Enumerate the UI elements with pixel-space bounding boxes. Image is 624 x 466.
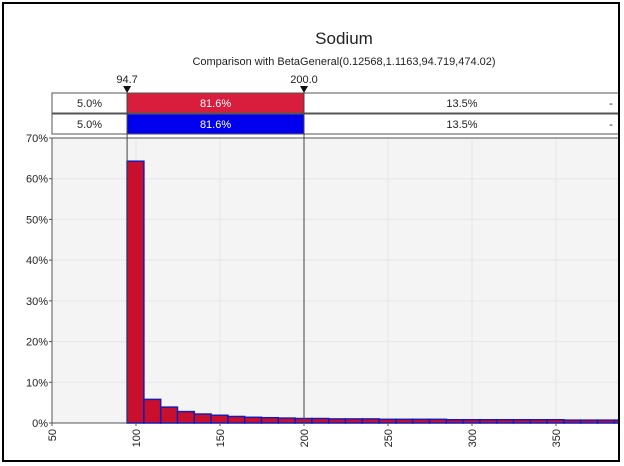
y-tick-label: 70% <box>26 133 48 145</box>
probability-bands: 5.0% 81.6% 13.5% - 5.0% 81.6% 13.5% - <box>51 92 618 135</box>
delimiter-label: 94.7 <box>116 74 137 86</box>
histogram-bar <box>260 416 280 424</box>
x-tick-label: 50 <box>47 429 59 441</box>
delimiter-arrow <box>123 86 132 93</box>
y-tick-label: 50% <box>26 214 48 226</box>
x-tick-label: 250 <box>383 429 395 447</box>
histogram-bar <box>445 418 464 424</box>
histogram-bar <box>361 418 380 424</box>
delimiter-label: 200.0 <box>290 74 318 86</box>
histogram-bar <box>126 160 145 424</box>
histogram-bar <box>378 418 397 424</box>
histogram-bar <box>227 415 246 424</box>
y-tick-label: 60% <box>26 174 48 186</box>
y-tick-label: 20% <box>26 337 48 349</box>
delimiter-arrow <box>300 86 308 93</box>
histogram-bar <box>176 410 196 424</box>
band-label: 13.5% <box>446 98 477 110</box>
histogram-bar <box>613 419 618 424</box>
histogram-bar <box>294 417 313 424</box>
histogram-bar <box>311 417 330 424</box>
histogram-bar <box>529 418 548 424</box>
plot-background <box>52 138 618 423</box>
histogram-bar <box>479 418 498 424</box>
x-tick-label: 100 <box>131 429 143 447</box>
band-label: - <box>609 98 613 110</box>
y-axis: 0% 10% 20% 30% 40% 50% 60% 70% <box>26 133 52 430</box>
histogram-bar <box>563 419 582 424</box>
histogram-bar <box>596 419 616 424</box>
histogram-bar <box>495 418 515 424</box>
histogram-bar <box>411 418 431 424</box>
x-axis: 50100150200250300350400 <box>47 423 563 447</box>
histogram-bar <box>159 406 179 424</box>
band-label: 5.0% <box>77 119 102 131</box>
chart-svg: Sodium Comparison with BetaGeneral(0.125… <box>26 29 618 447</box>
chart-subtitle: Comparison with BetaGeneral(0.12568,1.11… <box>192 56 495 68</box>
histogram-bar <box>193 413 212 424</box>
x-tick-label: 150 <box>215 429 227 447</box>
band-label: 81.6% <box>200 119 231 131</box>
x-tick-label: 300 <box>467 429 479 447</box>
delimiter-markers: 94.7 200.0 <box>116 74 318 423</box>
histogram-bar <box>462 418 481 424</box>
y-tick-label: 10% <box>26 377 48 389</box>
chart-frame: Sodium Comparison with BetaGeneral(0.125… <box>2 2 620 462</box>
y-tick-label: 0% <box>32 418 48 430</box>
x-tick-label: 350 <box>551 429 563 447</box>
histogram-bar <box>243 416 263 424</box>
x-tick-label: 200 <box>299 429 311 447</box>
band-label: 5.0% <box>77 98 102 110</box>
histogram-bars <box>126 160 618 424</box>
histogram-bar <box>428 418 448 424</box>
chart-title: Sodium <box>315 29 373 48</box>
histogram-bar <box>546 418 565 424</box>
histogram-bar <box>327 418 347 424</box>
histogram-bar <box>210 414 229 424</box>
histogram-bar <box>277 417 296 424</box>
histogram-bar <box>395 418 414 424</box>
histogram-bar <box>344 418 364 424</box>
y-tick-label: 40% <box>26 255 48 267</box>
histogram-bar <box>512 418 532 424</box>
band-label: 13.5% <box>446 119 477 131</box>
histogram-bar <box>579 419 599 424</box>
band-label: - <box>609 119 613 131</box>
histogram-bar <box>143 398 162 424</box>
band-label: 81.6% <box>200 98 231 110</box>
y-tick-label: 30% <box>26 296 48 308</box>
